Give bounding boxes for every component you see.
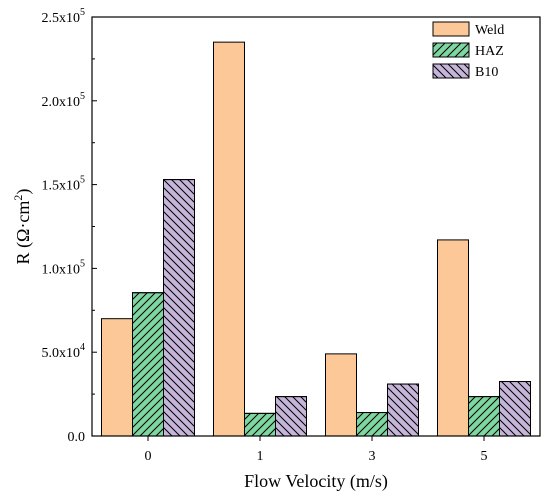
y-tick-label: 5.0x104	[42, 342, 86, 361]
legend-label-weld: Weld	[475, 23, 504, 38]
x-tick-label: 0	[145, 449, 152, 464]
bar-hatch-b10-1	[275, 396, 307, 437]
bar-hatch-haz-0	[132, 292, 164, 437]
bar-weld-3	[325, 353, 357, 437]
y-axis-title: R (Ω·cm2)	[11, 189, 34, 265]
y-tick-label: 2.5x105	[42, 7, 86, 26]
bar-hatch-b10-0	[163, 179, 195, 437]
x-axis-title: Flow Velocity (m/s)	[244, 471, 388, 492]
bar-hatch-haz-5	[468, 396, 500, 437]
bar-hatch-b10-5	[499, 381, 531, 437]
legend-swatch-hatch-b10	[432, 63, 470, 79]
legend-swatch-weld	[432, 21, 470, 37]
bar-hatch-haz-3	[356, 412, 388, 437]
bar-weld-0	[101, 318, 133, 437]
legend-label-haz: HAZ	[475, 44, 504, 59]
x-tick-label: 1	[257, 449, 264, 464]
legend-label-b10: B10	[475, 65, 498, 80]
bar-hatch-haz-1	[244, 412, 276, 437]
y-tick-label: 2.0x105	[42, 91, 86, 110]
y-tick-label: 1.0x105	[42, 258, 86, 277]
x-tick-label: 5	[481, 449, 488, 464]
y-tick-label: 1.5x105	[42, 175, 86, 194]
bar-weld-1	[213, 41, 245, 437]
legend-swatch-hatch-haz	[432, 42, 470, 58]
x-tick-label: 3	[369, 449, 376, 464]
y-tick-label: 0.0	[68, 430, 86, 445]
bar-weld-5	[437, 239, 469, 437]
bar-hatch-b10-3	[387, 383, 419, 437]
